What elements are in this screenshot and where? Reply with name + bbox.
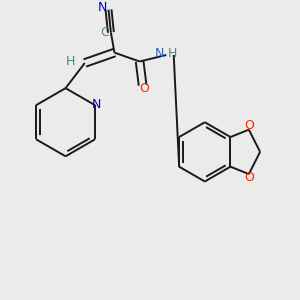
Text: O: O <box>244 119 254 132</box>
Text: O: O <box>244 171 254 184</box>
Text: H: H <box>168 47 177 60</box>
Text: H: H <box>66 55 75 68</box>
Text: N: N <box>155 47 164 60</box>
Text: C: C <box>100 26 109 39</box>
Text: N: N <box>98 1 107 14</box>
Text: N: N <box>91 98 101 111</box>
Text: O: O <box>140 82 149 95</box>
